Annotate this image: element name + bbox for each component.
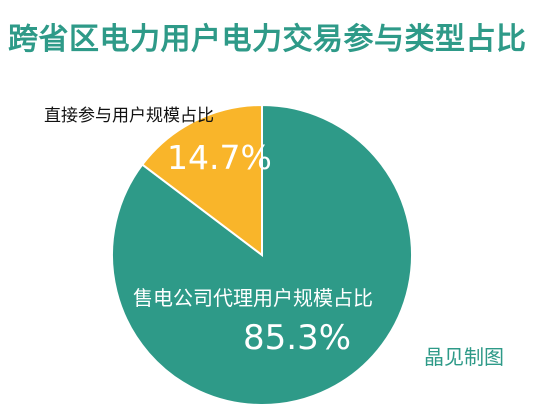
slice-label-direct: 直接参与用户规模占比: [44, 106, 214, 126]
slice-label-agent: 售电公司代理用户规模占比: [133, 286, 373, 310]
watermark-text: 晶见制图: [424, 345, 504, 369]
pie-slice-direct: [140, 103, 263, 258]
slice-value-direct: 14.7%: [167, 138, 272, 177]
pie-slices: [111, 103, 413, 404]
slice-value-agent: 85.3%: [243, 318, 352, 358]
chart-title: 跨省区电力用户电力交易参与类型占比: [8, 22, 527, 57]
